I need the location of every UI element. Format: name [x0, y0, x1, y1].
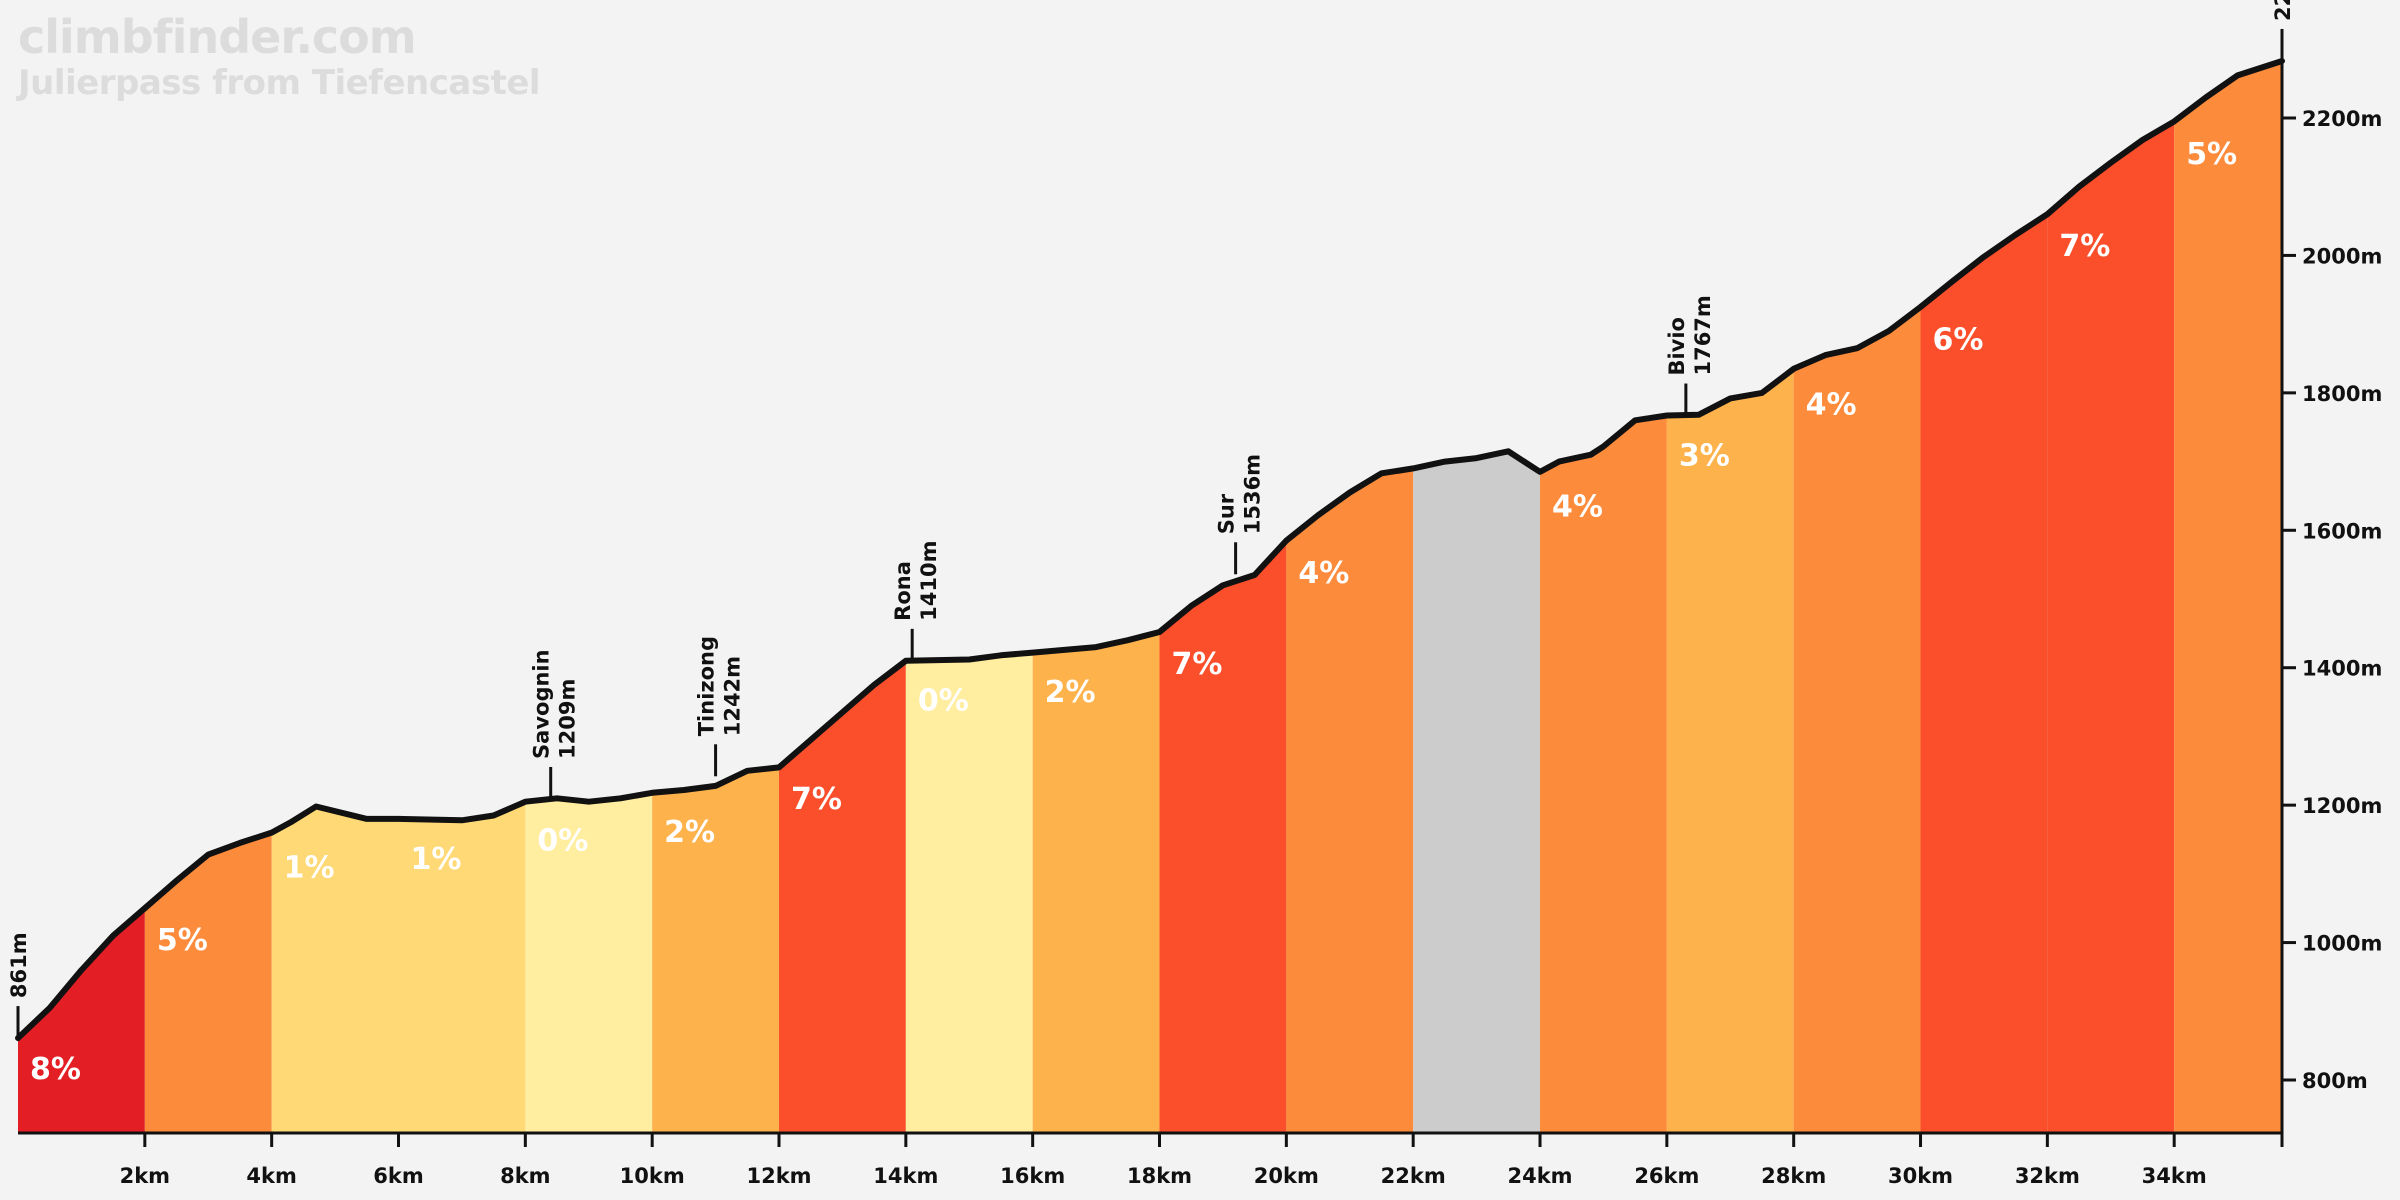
x-tick-label-9: 18km	[1127, 1164, 1192, 1188]
landmark-elevation-861m: 861m	[7, 932, 31, 998]
y-tick-label-7: 2000m	[2302, 244, 2382, 268]
segment-grade-label-4: 1%	[411, 842, 462, 877]
y-tick-label-8: 2200m	[2302, 107, 2382, 131]
x-tick-label-17: 34km	[2142, 1164, 2207, 1188]
segment-grade-label-13: 4%	[1552, 490, 1603, 525]
landmark-elevation-savognin: 1209m	[556, 679, 580, 759]
segment-grade-label-2: 5%	[157, 923, 208, 958]
segment-band-6	[652, 61, 780, 1133]
segment-grade-label-8: 0%	[918, 684, 969, 719]
y-tick-label-2: 1000m	[2302, 932, 2382, 956]
segment-band-17	[2047, 61, 2175, 1133]
y-tick-label-5: 1600m	[2302, 519, 2382, 543]
brand-header: climbfinder.com Julierpass from Tiefenca…	[18, 10, 541, 103]
x-tick-label-15: 30km	[1888, 1164, 1953, 1188]
landmark-name-rona: Rona	[891, 561, 915, 621]
y-tick-label-4: 1400m	[2302, 657, 2382, 681]
landmark-name-tinizong: Tinizong	[695, 636, 719, 736]
segment-band-9	[1032, 61, 1160, 1133]
segment-band-16	[1920, 61, 2048, 1133]
x-tick-label-13: 26km	[1634, 1164, 1699, 1188]
y-tick-label-1: 800m	[2302, 1069, 2368, 1093]
segment-band-14	[1666, 61, 1794, 1133]
segment-grade-label-10: 7%	[1172, 647, 1223, 682]
segment-grade-label-7: 7%	[791, 782, 842, 817]
y-axis: 800m 1000m 1200m 1400m 1600m 1800m 2000m 2200m	[2280, 60, 2382, 1133]
landmarks: 861m Savognin 1209m Tinizong 1242m Rona 1410m S…	[7, 0, 2295, 1039]
landmark-elevation-2283m: 2283m	[2271, 0, 2295, 21]
x-tick-label-5: 10km	[620, 1164, 685, 1188]
x-tick-label-16: 32km	[2015, 1164, 2080, 1188]
landmark-elevation-tinizong: 1242m	[721, 656, 745, 736]
x-tick-label-10: 20km	[1254, 1164, 1319, 1188]
x-tick-label-1: 2km	[120, 1164, 170, 1188]
landmark-elevation-bivio: 1767m	[1691, 295, 1715, 375]
segment-band-15	[1793, 61, 1921, 1133]
segment-band-7	[779, 61, 906, 1133]
segment-band-3	[271, 61, 399, 1133]
segment-band-1	[18, 61, 145, 1133]
x-tick-label-4: 8km	[500, 1164, 550, 1188]
segment-grade-label-1: 8%	[30, 1052, 81, 1087]
segment-band-13	[1540, 61, 1667, 1133]
landmark-name-bivio: Bivio	[1665, 317, 1689, 376]
segment-band-18	[2174, 61, 2282, 1133]
segment-grade-label-14: 3%	[1679, 438, 1730, 473]
y-tick-label-3: 1200m	[2302, 794, 2382, 818]
x-tick-label-11: 22km	[1381, 1164, 1446, 1188]
segment-grade-label-6: 2%	[664, 815, 715, 850]
climb-title: Julierpass from Tiefencastel	[18, 63, 541, 103]
segment-grade-label-11: 4%	[1298, 556, 1349, 591]
landmark-name-savognin: Savognin	[530, 649, 554, 759]
segment-band-10	[1159, 61, 1287, 1133]
site-name: climbfinder.com	[18, 10, 417, 64]
segment-band-12	[1413, 61, 1541, 1133]
segment-band-4	[398, 61, 526, 1133]
landmark-elevation-sur: 1536m	[1241, 454, 1265, 534]
segment-grade-label-18: 5%	[2186, 137, 2237, 172]
x-axis: 2km 4km 6km 8km 10km 12km 14km 16km 18km 20km 22km…	[18, 1131, 2284, 1188]
segment-grade-label-9: 2%	[1045, 675, 1096, 710]
x-tick-label-3: 6km	[373, 1164, 423, 1188]
segment-band-2	[144, 61, 272, 1133]
y-tick-label-6: 1800m	[2302, 382, 2382, 406]
x-tick-label-2: 4km	[246, 1164, 296, 1188]
gradient-segments	[18, 61, 2282, 1133]
segment-band-5	[525, 61, 653, 1133]
segment-grade-label-16: 6%	[1933, 322, 1984, 357]
segment-grade-label-5: 0%	[537, 824, 588, 859]
landmark-name-sur: Sur	[1215, 493, 1239, 534]
x-tick-label-14: 28km	[1761, 1164, 1826, 1188]
segment-grade-label-3: 1%	[284, 850, 335, 885]
x-tick-label-7: 14km	[873, 1164, 938, 1188]
landmark-elevation-rona: 1410m	[917, 540, 941, 620]
segment-grade-label-17: 7%	[2059, 229, 2110, 264]
profile-line	[15, 58, 2285, 1042]
x-tick-label-12: 24km	[1507, 1164, 1572, 1188]
x-tick-label-6: 12km	[746, 1164, 811, 1188]
segment-grade-label-15: 4%	[1806, 388, 1857, 423]
x-tick-label-8: 16km	[1000, 1164, 1065, 1188]
